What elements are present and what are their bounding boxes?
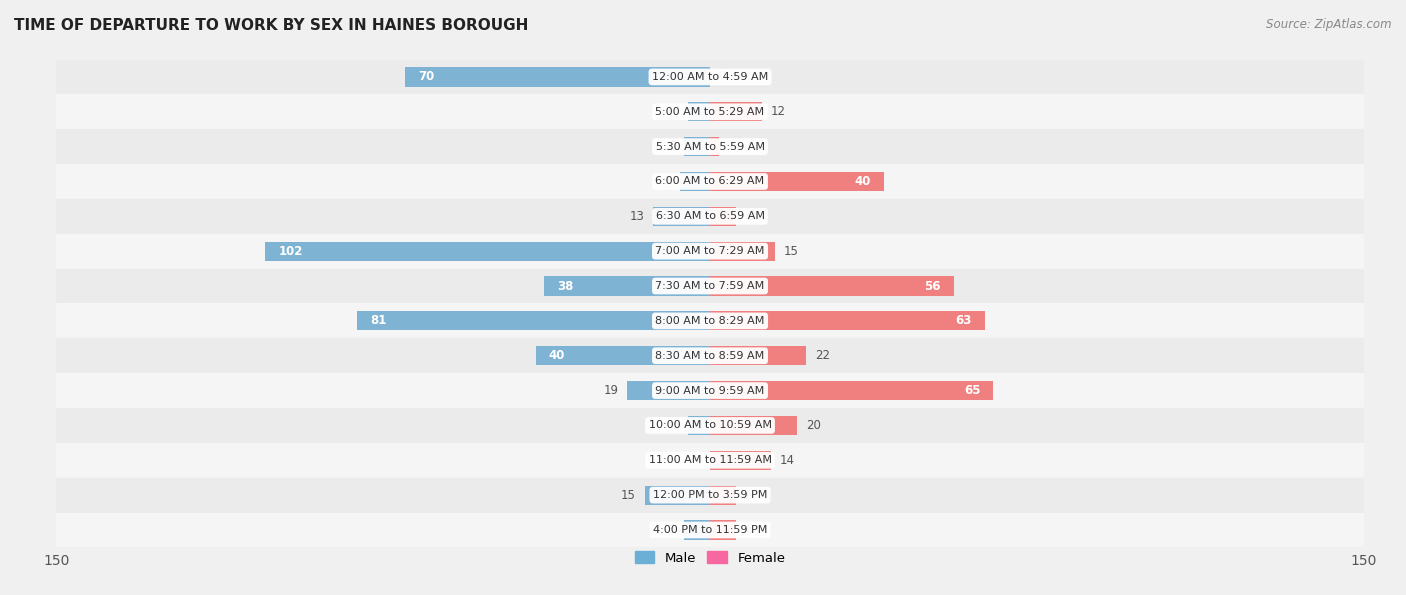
Bar [710,242,776,261]
Text: 22: 22 [814,349,830,362]
Bar [627,381,710,400]
Text: Source: ZipAtlas.com: Source: ZipAtlas.com [1267,18,1392,31]
Text: 5: 5 [672,105,679,118]
Bar [56,129,1364,164]
Text: 6: 6 [668,140,675,153]
Bar [689,102,710,121]
Bar [710,311,984,330]
Bar [710,206,737,226]
Text: 6: 6 [745,210,752,223]
Bar [683,137,710,156]
Text: 12: 12 [770,105,786,118]
Text: TIME OF DEPARTURE TO WORK BY SEX IN HAINES BOROUGH: TIME OF DEPARTURE TO WORK BY SEX IN HAIN… [14,18,529,33]
Text: 6: 6 [668,524,675,537]
Bar [536,346,710,365]
Bar [56,95,1364,129]
Text: 2: 2 [727,140,735,153]
Text: 102: 102 [278,245,302,258]
Text: 7:30 AM to 7:59 AM: 7:30 AM to 7:59 AM [655,281,765,291]
Text: 8:00 AM to 8:29 AM: 8:00 AM to 8:29 AM [655,316,765,326]
Bar [56,60,1364,95]
Bar [56,234,1364,268]
Text: 20: 20 [806,419,821,432]
Bar [710,137,718,156]
Text: 70: 70 [418,70,434,83]
Text: 12:00 PM to 3:59 PM: 12:00 PM to 3:59 PM [652,490,768,500]
Bar [56,373,1364,408]
Bar [56,478,1364,512]
Text: 15: 15 [785,245,799,258]
Bar [56,303,1364,339]
Bar [710,277,955,296]
Bar [679,172,710,191]
Text: 4:00 PM to 11:59 PM: 4:00 PM to 11:59 PM [652,525,768,535]
Text: 0: 0 [695,454,702,466]
Text: 5:30 AM to 5:59 AM: 5:30 AM to 5:59 AM [655,142,765,152]
Text: 7: 7 [664,175,671,188]
Bar [56,164,1364,199]
Text: 38: 38 [558,280,574,293]
Text: 6: 6 [745,524,752,537]
Text: 7:00 AM to 7:29 AM: 7:00 AM to 7:29 AM [655,246,765,256]
Text: 6: 6 [745,488,752,502]
Bar [544,277,710,296]
Text: 10:00 AM to 10:59 AM: 10:00 AM to 10:59 AM [648,421,772,430]
Bar [56,339,1364,373]
Bar [710,416,797,435]
Bar [56,512,1364,547]
Bar [710,381,993,400]
Text: 8:30 AM to 8:59 AM: 8:30 AM to 8:59 AM [655,350,765,361]
Bar [710,521,737,540]
Bar [357,311,710,330]
Text: 11:00 AM to 11:59 AM: 11:00 AM to 11:59 AM [648,455,772,465]
Text: 63: 63 [955,314,972,327]
Text: 9:00 AM to 9:59 AM: 9:00 AM to 9:59 AM [655,386,765,396]
Text: 40: 40 [855,175,872,188]
Text: 6:00 AM to 6:29 AM: 6:00 AM to 6:29 AM [655,177,765,186]
Bar [710,102,762,121]
Text: 65: 65 [963,384,980,397]
Text: 12:00 AM to 4:59 AM: 12:00 AM to 4:59 AM [652,72,768,82]
Bar [644,486,710,505]
Text: 56: 56 [925,280,941,293]
Text: 5:00 AM to 5:29 AM: 5:00 AM to 5:29 AM [655,107,765,117]
Bar [56,443,1364,478]
Bar [405,67,710,86]
Bar [710,172,884,191]
Text: 0: 0 [718,70,725,83]
Bar [56,199,1364,234]
Text: 13: 13 [630,210,644,223]
Text: 14: 14 [780,454,794,466]
Text: 81: 81 [370,314,387,327]
Text: 40: 40 [548,349,565,362]
Text: 5: 5 [672,419,679,432]
Bar [710,450,770,470]
Text: 15: 15 [621,488,636,502]
Bar [56,408,1364,443]
Text: 19: 19 [603,384,619,397]
Bar [710,346,806,365]
Bar [654,206,710,226]
Bar [266,242,710,261]
Bar [689,416,710,435]
Bar [710,486,737,505]
Text: 6:30 AM to 6:59 AM: 6:30 AM to 6:59 AM [655,211,765,221]
Bar [56,268,1364,303]
Bar [683,521,710,540]
Legend: Male, Female: Male, Female [630,546,790,570]
